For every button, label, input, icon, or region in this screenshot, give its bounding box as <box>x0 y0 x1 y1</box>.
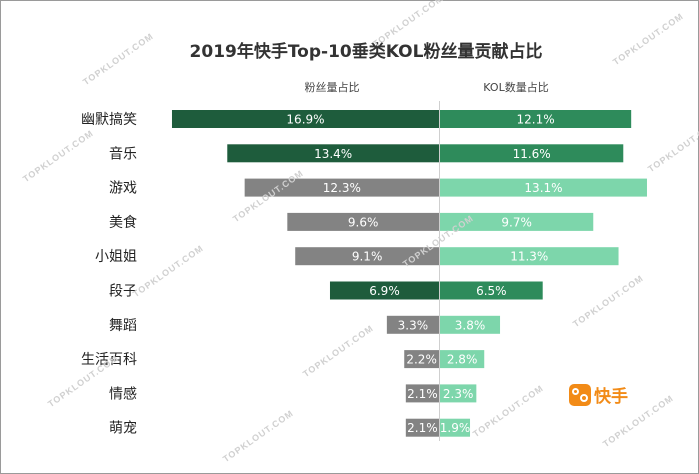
fans-share-value-label: 9.1% <box>352 250 383 264</box>
kol-count-share-value-label: 11.6% <box>513 147 551 161</box>
kol-count-share-bar <box>440 281 543 300</box>
category-label: 幽默搞笑 <box>81 112 137 128</box>
kol-count-share-bar <box>440 315 501 334</box>
kol-count-share-value-label: 12.1% <box>517 113 555 127</box>
category-label: 舞蹈 <box>109 318 137 334</box>
fans-share-value-label: 6.9% <box>369 284 400 298</box>
category-label: 萌宠 <box>109 421 137 437</box>
fans-share-value-label: 12.3% <box>323 181 361 195</box>
kol-count-share-value-label: 13.1% <box>524 181 562 195</box>
bars-group: 幽默搞笑 16.9% 12.1% 音乐 13.4% 11.6% 游戏 12.3% 13.1% 美食… <box>81 110 647 437</box>
category-label: 段子 <box>109 284 137 300</box>
category-label: 美食 <box>109 214 137 231</box>
fans-share-value-label: 9.6% <box>348 215 379 229</box>
fans-share-bar <box>329 281 439 300</box>
fans-share-bar <box>295 247 439 266</box>
kol-count-share-bar <box>440 178 647 197</box>
category-label: 情感 <box>109 385 137 402</box>
kuaishou-logo: 快手 <box>569 382 628 407</box>
fans-share-value-label: 13.4% <box>314 147 352 161</box>
kol-count-share-bar <box>440 247 619 266</box>
fans-share-bar <box>404 350 439 369</box>
kol-count-share-value-label: 9.7% <box>501 215 532 229</box>
kol-count-share-bar <box>440 418 471 437</box>
kol-count-share-value-label: 2.8% <box>447 353 478 367</box>
kol-count-share-value-label: 11.3% <box>510 250 548 264</box>
kol-count-share-value-label: 2.3% <box>443 387 474 401</box>
kol-count-share-value-label: 6.5% <box>476 284 507 298</box>
kol-count-share-bar <box>440 350 485 369</box>
fans-share-bar <box>287 212 439 231</box>
kuaishou-logo-text: 快手 <box>594 387 628 407</box>
fans-share-value-label: 2.2% <box>406 353 437 367</box>
fans-share-bar <box>244 178 439 197</box>
category-label: 音乐 <box>109 145 137 162</box>
category-label: 生活百科 <box>81 352 137 368</box>
legend-fans-share: 粉丝量占比 <box>305 80 360 94</box>
fans-share-bar <box>405 384 439 403</box>
category-label: 游戏 <box>109 181 137 197</box>
kol-count-share-bar <box>440 212 594 231</box>
fans-share-value-label: 2.1% <box>407 421 438 435</box>
kol-count-share-bar <box>440 110 632 128</box>
kol-count-share-value-label: 3.8% <box>455 318 486 332</box>
fans-share-bar <box>227 144 439 163</box>
kol-count-share-value-label: 1.9% <box>440 421 471 435</box>
fans-share-bar <box>386 315 439 334</box>
kuaishou-logo-icon <box>569 383 591 406</box>
category-label: 小姐姐 <box>95 249 137 265</box>
kol-count-share-bar <box>440 144 624 163</box>
kol-count-share-bar <box>440 384 477 403</box>
fans-share-bar <box>171 110 440 128</box>
fans-share-value-label: 2.1% <box>407 387 438 401</box>
fans-share-value-label: 16.9% <box>286 113 324 127</box>
chart-title: 2019年快手Top-10垂类KOL粉丝量贡献占比 <box>190 41 543 62</box>
legend-kol-count-share: KOL数量占比 <box>483 80 548 94</box>
fans-share-value-label: 3.3% <box>398 318 429 332</box>
fans-share-bar <box>405 418 439 437</box>
